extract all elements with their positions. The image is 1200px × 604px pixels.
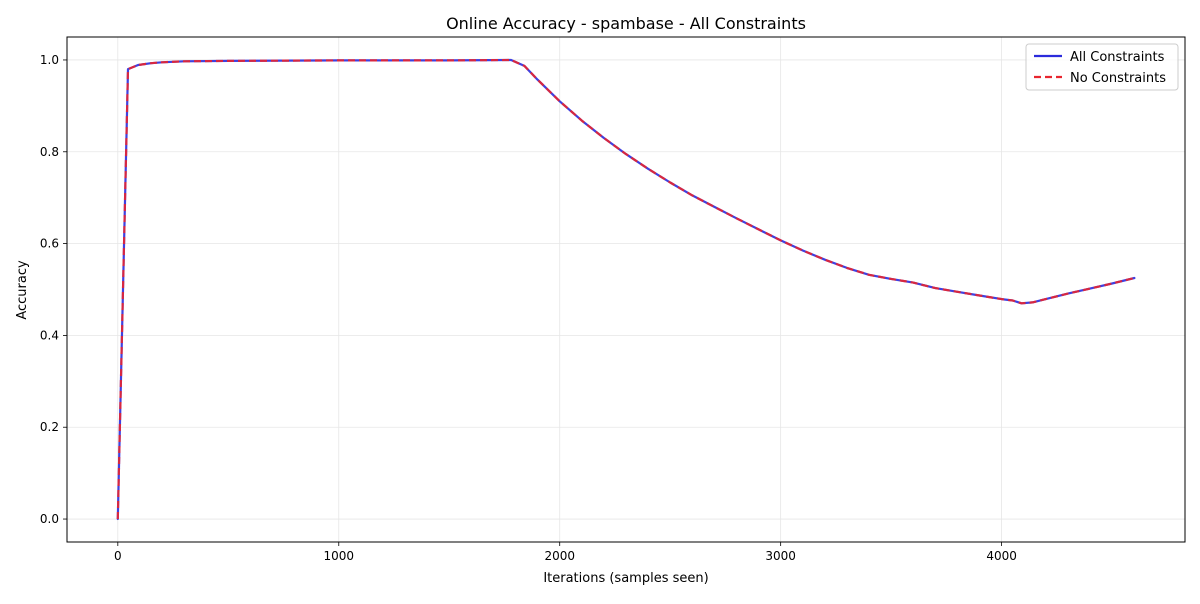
grid-layer xyxy=(67,37,1185,542)
y-tick-label: 0.4 xyxy=(40,328,59,342)
tick-layer: 0 1000 2000 3000 4000 0.0 0.2 0.4 0.6 0.8 1.0 xyxy=(40,53,1017,563)
x-tick-label: 0 xyxy=(114,549,122,563)
x-tick-label: 2000 xyxy=(544,549,575,563)
legend-label-all-constraints: All Constraints xyxy=(1070,50,1165,65)
x-tick-label: 4000 xyxy=(986,549,1017,563)
chart-title: Online Accuracy - spambase - All Constra… xyxy=(446,14,806,33)
y-tick-label: 0.0 xyxy=(40,512,59,526)
series-line-all-constraints xyxy=(116,58,1136,521)
legend-box xyxy=(1025,43,1179,91)
series-layer xyxy=(116,58,1136,521)
x-axis-label: Iterations (samples seen) xyxy=(543,571,708,586)
y-tick-label: 0.2 xyxy=(40,420,59,434)
plot-frame xyxy=(66,36,1186,543)
legend: All Constraints No Constraints xyxy=(1025,43,1179,91)
x-tick-label: 3000 xyxy=(765,549,796,563)
x-tick-label: 1000 xyxy=(323,549,354,563)
y-tick-label: 0.6 xyxy=(40,237,59,251)
series-line-no-constraints xyxy=(116,58,1135,520)
y-tick-label: 1.0 xyxy=(40,53,59,67)
legend-label-no-constraints: No Constraints xyxy=(1070,71,1166,86)
y-tick-label: 0.8 xyxy=(40,145,59,159)
y-axis-label: Accuracy xyxy=(15,260,30,320)
